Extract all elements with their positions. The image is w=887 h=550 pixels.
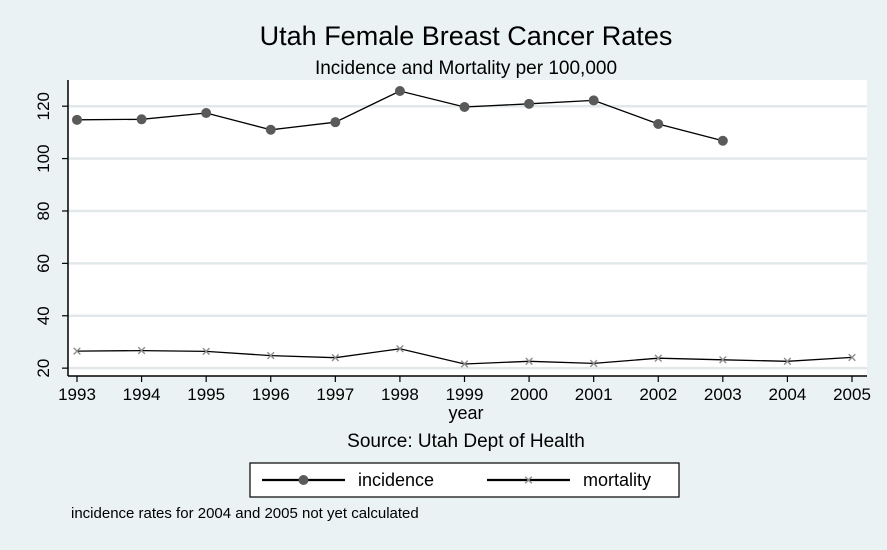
mortality-point xyxy=(719,355,727,364)
y-tick-label: 60 xyxy=(34,254,53,273)
x-tick-label: 1998 xyxy=(381,385,419,404)
x-tick-label: 1997 xyxy=(316,385,354,404)
x-axis-label: year xyxy=(448,403,483,423)
footnote: incidence rates for 2004 and 2005 not ye… xyxy=(71,505,419,522)
y-tick-label: 80 xyxy=(34,202,53,221)
mortality-point xyxy=(266,351,275,360)
x-tick-label: 1996 xyxy=(252,385,290,404)
x-tick-label: 2002 xyxy=(639,385,677,404)
x-tick-label: 1994 xyxy=(123,385,161,404)
chart-subtitle: Incidence and Mortality per 100,000 xyxy=(315,58,617,79)
mortality-point xyxy=(783,357,792,366)
x-tick-label: 2004 xyxy=(769,385,807,404)
mortality-point xyxy=(331,353,340,362)
y-tick-label: 120 xyxy=(34,92,53,120)
y-tick-label: 100 xyxy=(34,144,53,172)
mortality-point xyxy=(654,354,663,362)
y-tick-label: 20 xyxy=(34,359,53,378)
legend-marker xyxy=(298,475,309,485)
legend-label: mortality xyxy=(583,470,651,490)
mortality-point xyxy=(202,347,210,356)
mortality-point xyxy=(525,357,533,366)
legend-box xyxy=(249,462,680,498)
x-tick-label: 1995 xyxy=(187,385,225,404)
x-tick-label: 2005 xyxy=(833,385,871,404)
x-tick-label: 1999 xyxy=(446,385,484,404)
legend-label: incidence xyxy=(358,470,434,490)
legend-item-incidence: incidence xyxy=(262,470,434,490)
mortality-point xyxy=(848,353,856,362)
incidence-point xyxy=(524,98,535,109)
series-incidence xyxy=(72,86,728,146)
source-caption: Source: Utah Dept of Health xyxy=(347,431,585,452)
x-tick-label: 1993 xyxy=(58,385,96,404)
mortality-point xyxy=(73,347,81,355)
incidence-point xyxy=(717,135,728,146)
mortality-point xyxy=(589,359,598,368)
y-tick-label: 40 xyxy=(34,306,53,325)
series xyxy=(72,86,856,368)
incidence-point xyxy=(72,114,82,125)
incidence-point xyxy=(588,95,599,106)
x-tick-label: 2001 xyxy=(575,385,613,404)
incidence-point xyxy=(653,119,664,130)
mortality-point xyxy=(396,344,404,353)
x-tick-label: 2003 xyxy=(704,385,742,404)
incidence-point xyxy=(459,101,470,112)
incidence-point xyxy=(394,86,405,97)
incidence-point xyxy=(265,124,276,135)
legend: incidence mortality xyxy=(249,462,680,498)
chart-title: Utah Female Breast Cancer Rates xyxy=(260,21,673,51)
mortality-point xyxy=(137,346,146,355)
legend-item-mortality: mortality xyxy=(487,470,651,490)
series-mortality xyxy=(73,344,856,368)
mortality-point xyxy=(460,360,469,368)
incidence-point xyxy=(136,114,147,125)
incidence-point xyxy=(330,117,341,128)
plot-area xyxy=(68,80,867,376)
x-tick-label: 2000 xyxy=(510,385,548,404)
incidence-point xyxy=(201,108,212,119)
axes: 20 40 60 80 100 120 1993 1994 1995 1996 1997 1998 19… xyxy=(34,92,871,404)
